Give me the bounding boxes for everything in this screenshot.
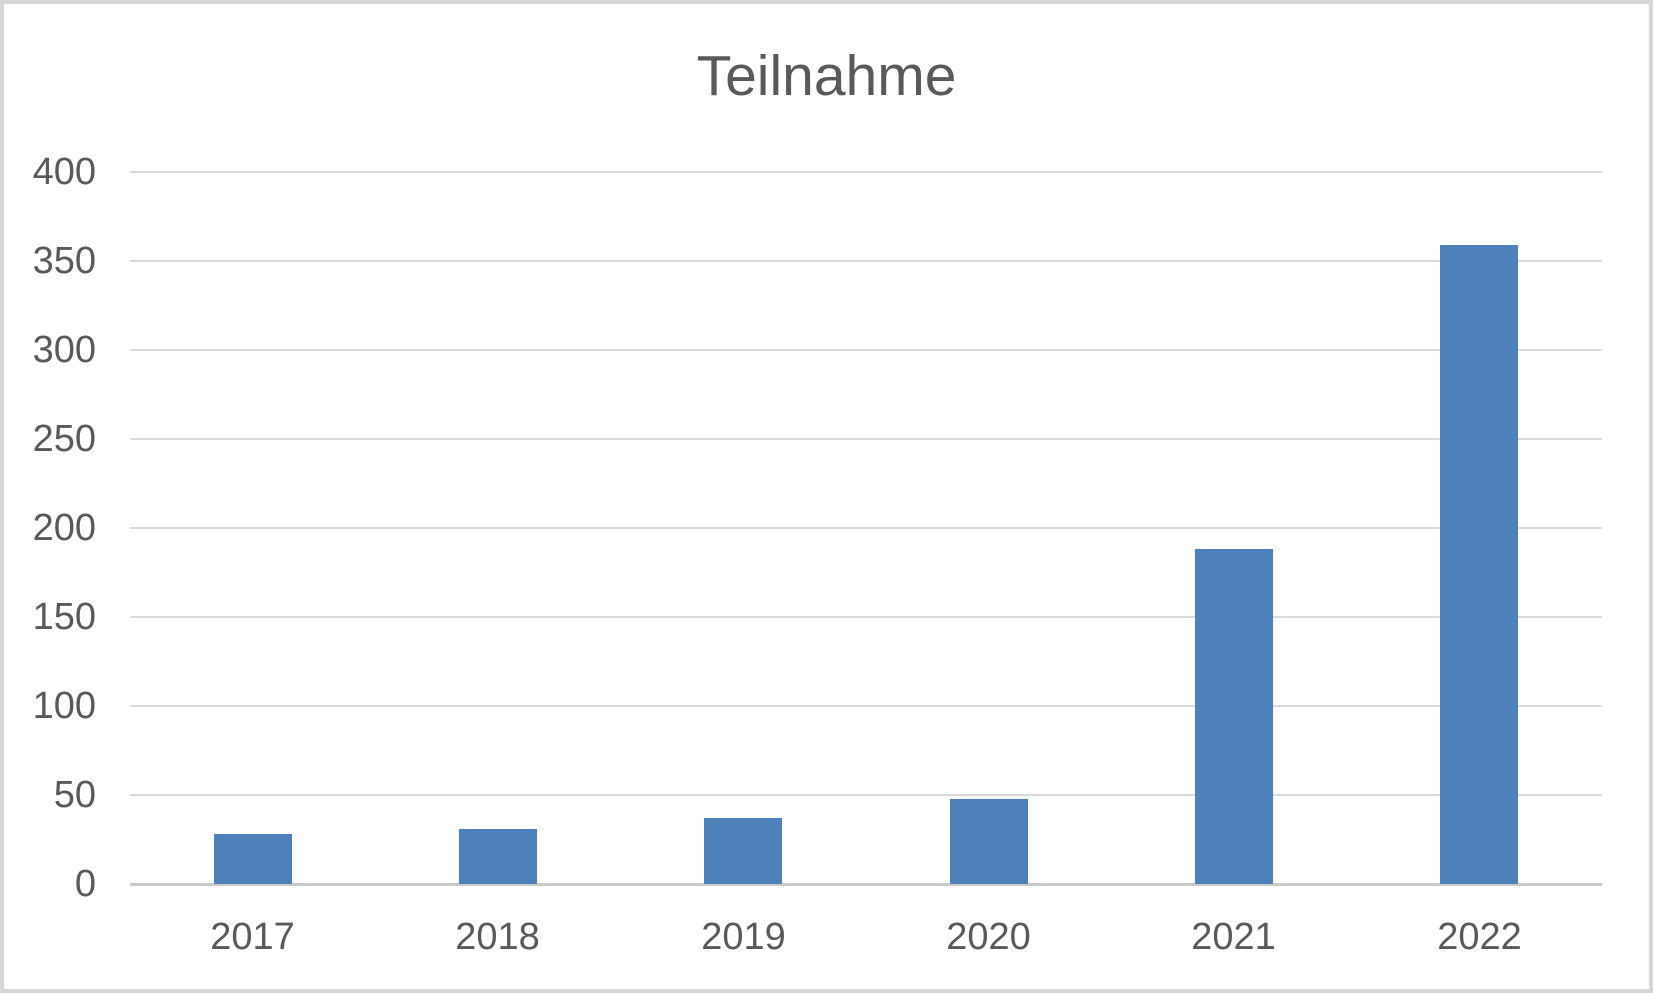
bar <box>1440 245 1518 884</box>
gridline <box>130 438 1602 440</box>
chart-title: Teilnahme <box>696 44 957 108</box>
gridline <box>130 616 1602 618</box>
x-axis-line <box>130 883 1602 886</box>
y-axis-tick-label: 250 <box>32 418 96 460</box>
gridline <box>130 705 1602 707</box>
y-axis-tick-label: 150 <box>32 596 96 638</box>
x-axis-tick-label: 2021 <box>1191 916 1276 958</box>
bar <box>214 834 292 884</box>
x-axis-tick-label: 2019 <box>701 916 786 958</box>
gridline <box>130 794 1602 796</box>
x-axis-tick-label: 2020 <box>946 916 1031 958</box>
gridline <box>130 349 1602 351</box>
y-axis-tick-label: 200 <box>32 507 96 549</box>
gridline <box>130 260 1602 262</box>
gridline <box>130 171 1602 173</box>
y-axis-tick-label: 50 <box>53 774 96 816</box>
gridline <box>130 527 1602 529</box>
plot-area: 0 50 100 150 200 250 300 350 400 2017 2018 2019 2020… <box>4 4 1649 989</box>
y-axis-tick-label: 400 <box>32 151 96 193</box>
bar <box>704 818 782 884</box>
bar <box>459 829 537 884</box>
x-axis-tick-label: 2017 <box>210 916 295 958</box>
y-axis-tick-label: 300 <box>32 329 96 371</box>
y-axis-tick-label: 0 <box>74 863 96 905</box>
bar <box>950 799 1028 884</box>
x-axis-tick-label: 2022 <box>1437 916 1522 958</box>
y-axis-tick-label: 100 <box>32 685 96 727</box>
x-axis-tick-label: 2018 <box>455 916 540 958</box>
y-axis-tick-label: 350 <box>32 240 96 282</box>
bar <box>1195 549 1273 884</box>
